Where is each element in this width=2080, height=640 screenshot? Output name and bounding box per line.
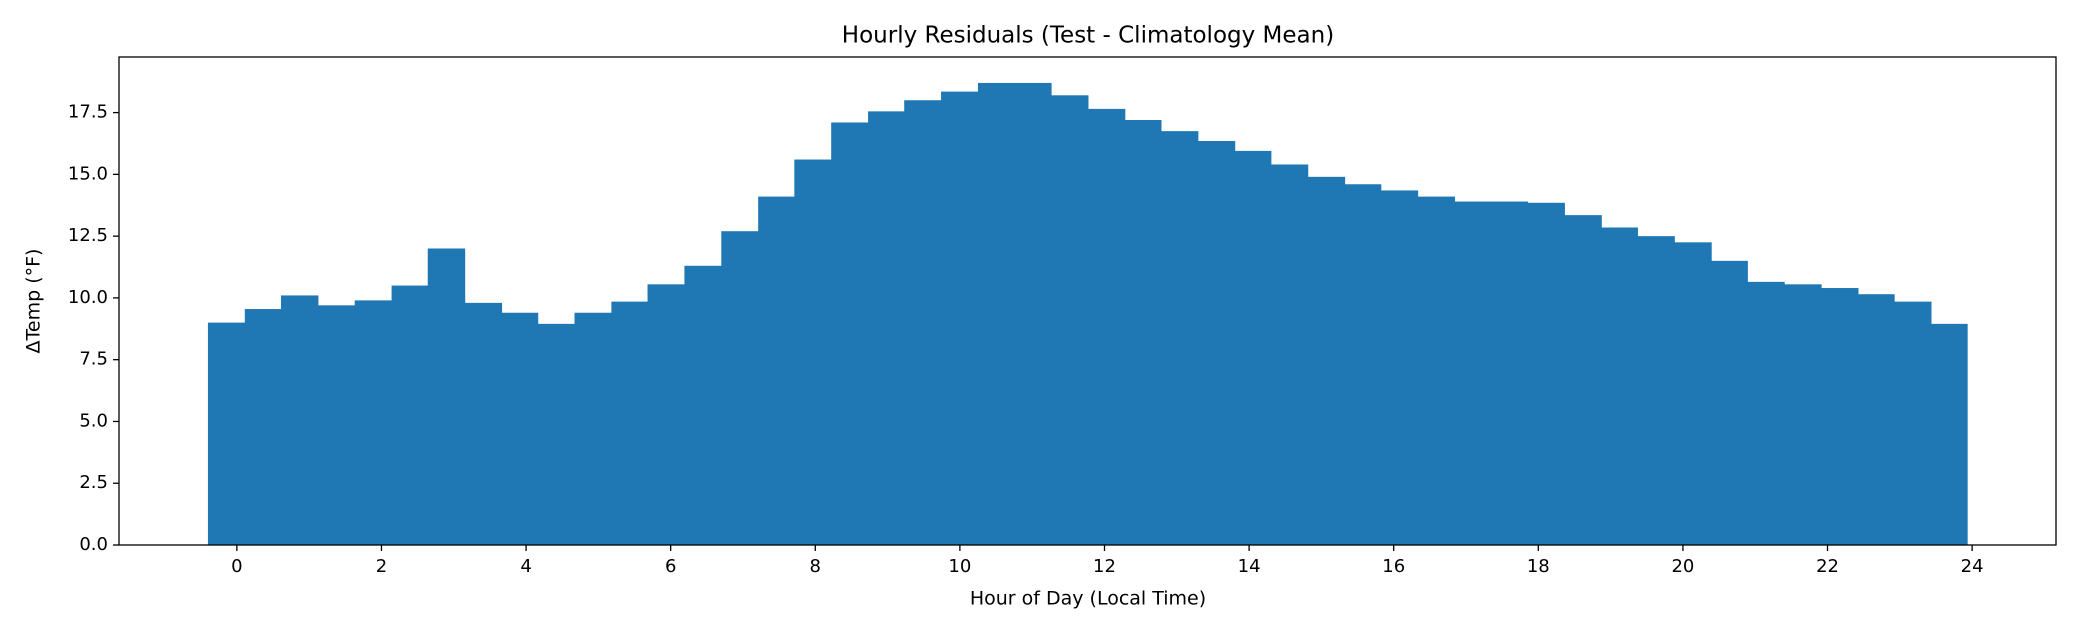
bar — [574, 312, 612, 545]
bar — [280, 295, 319, 545]
bar — [794, 159, 832, 545]
bar — [1930, 323, 1968, 545]
y-tick-label: 2.5 — [79, 472, 108, 493]
y-tick-label: 5.0 — [79, 410, 108, 431]
x-axis-label: Hour of Day (Local Time) — [970, 588, 1206, 610]
bar — [1491, 201, 1529, 546]
bar — [1307, 176, 1346, 545]
bar — [1527, 202, 1565, 545]
bar — [977, 82, 1015, 545]
x-tick-label: 18 — [1527, 556, 1550, 577]
bar — [868, 111, 905, 545]
y-tick-label: 15.0 — [68, 163, 108, 184]
bar — [1894, 301, 1932, 545]
bar — [1124, 120, 1162, 545]
bar — [207, 322, 246, 545]
bar — [1564, 215, 1602, 545]
x-tick-label: 14 — [1238, 556, 1261, 577]
bar — [647, 284, 686, 545]
bar — [317, 305, 356, 545]
y-tick-label: 7.5 — [79, 349, 108, 370]
y-axis-label: ΔTemp (°F) — [23, 249, 45, 354]
x-tick-label: 16 — [1382, 556, 1405, 577]
bar — [758, 196, 795, 546]
bar — [611, 301, 649, 545]
x-tick-label: 6 — [665, 556, 676, 577]
bar — [1197, 141, 1236, 545]
chart-title: Hourly Residuals (Test - Climatology Mea… — [842, 23, 1334, 49]
x-tick-label: 2 — [376, 556, 387, 577]
bar — [1637, 236, 1675, 546]
plot-frame — [118, 56, 2057, 546]
bar — [1050, 95, 1089, 545]
bar — [354, 300, 393, 545]
x-tick-label: 4 — [520, 556, 531, 577]
bar — [1711, 260, 1748, 545]
bar — [1087, 108, 1126, 545]
x-tick-label: 10 — [948, 556, 971, 577]
bar — [1784, 284, 1822, 545]
bar — [1601, 227, 1638, 545]
x-tick-label: 0 — [231, 556, 242, 577]
bar — [904, 100, 942, 545]
bar — [1674, 242, 1712, 545]
x-tick-label: 22 — [1816, 556, 1839, 577]
bar — [684, 265, 722, 545]
bar — [427, 248, 466, 546]
bar — [1344, 184, 1382, 546]
bar — [391, 285, 429, 545]
bar — [1380, 190, 1419, 545]
bar — [1417, 196, 1456, 546]
bar — [1454, 201, 1492, 546]
bar — [1160, 131, 1199, 545]
bar — [1014, 82, 1052, 545]
bar — [941, 91, 979, 545]
bar — [1747, 281, 1785, 545]
bar — [537, 323, 576, 545]
x-tick-label: 24 — [1961, 556, 1984, 577]
bar — [501, 312, 539, 545]
y-tick-label: 12.5 — [68, 225, 108, 246]
bar — [1821, 288, 1859, 545]
bar — [1234, 150, 1272, 545]
x-tick-label: 8 — [810, 556, 821, 577]
bar — [464, 302, 503, 545]
bar — [831, 122, 869, 545]
x-tick-label: 20 — [1671, 556, 1694, 577]
x-tick-label: 12 — [1093, 556, 1116, 577]
bar — [721, 231, 759, 546]
y-tick-label: 17.5 — [68, 102, 108, 123]
y-tick-label: 0.0 — [79, 534, 108, 555]
bar — [1270, 164, 1309, 545]
bar — [1857, 294, 1895, 545]
y-tick-label: 10.0 — [68, 287, 108, 308]
bar — [244, 309, 282, 545]
